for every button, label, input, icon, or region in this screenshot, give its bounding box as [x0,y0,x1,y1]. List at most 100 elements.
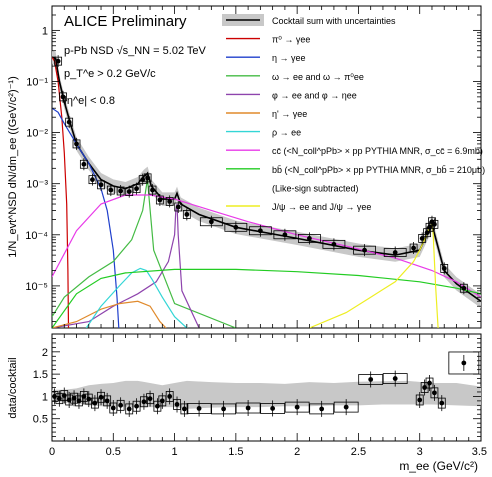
top-plot-frame [51,5,482,329]
ratio-point [86,396,92,402]
legend-label: J/ψ → ee and J/ψ → γee [272,202,371,212]
ratio-point [147,396,153,402]
data-point [145,175,151,181]
cocktail-uncertainty-band [52,50,481,308]
data-point [134,186,139,192]
data-point [257,228,263,234]
curve-0 [52,56,481,302]
legend-label: η → γee [272,53,306,63]
annotation-collision: p-Pb NSD √s_NN = 5.02 TeV [64,45,207,57]
legend-label: (Like-sign subtracted) [272,183,359,193]
ratio-point [110,405,116,411]
ratio-point [167,394,173,399]
x-tick-label: 0.5 [106,446,121,458]
ratio-point [104,398,110,404]
ratio-point [174,402,180,407]
data-point [184,212,190,217]
ratio-point [196,406,202,411]
data-point [74,141,79,147]
curve-5 [52,300,167,328]
data-point [307,236,312,241]
curve-7 [52,194,481,298]
ratio-point [294,404,300,410]
legend-label: η' → γee [272,109,307,119]
data-point [126,189,132,195]
ratio-y-tick-label: 2 [42,347,48,359]
data-point [66,119,72,125]
y-tick-label: 10⁻¹ [26,76,48,88]
ratio-point [92,400,98,406]
curve-4 [52,203,200,328]
y-tick-label: 1 [42,25,48,37]
ratio-y-tick-label: 1 [42,391,48,403]
ratio-point [461,360,467,366]
ratio-y-tick-label: 0.5 [33,414,48,426]
x-tick-label: 3.5 [472,446,487,458]
chart-title: ALICE Preliminary [64,13,187,30]
x-tick-label: 3 [417,446,423,458]
y-tick-label: 10⁻⁴ [25,230,48,242]
ratio-point [134,403,139,409]
data-point [461,285,467,291]
y-tick-label: 10⁻⁵ [25,281,48,293]
curve-3 [52,179,237,328]
ratio-syst-box [448,351,480,375]
x-axis-label: m_ee (GeV/c²) [399,459,478,473]
ratio-point [141,399,147,405]
ratio-point [159,398,165,404]
data-point [441,265,447,271]
x-tick-label: 2.5 [351,446,366,458]
x-tick-label: 1.5 [228,446,243,458]
ratio-point [439,400,445,406]
data-point [108,187,114,193]
annotation-eta: |η^e| < 0.8 [64,95,115,107]
data-point [167,199,173,204]
ratio-point [368,377,374,382]
data-point [118,188,124,194]
curve-1 [52,56,70,328]
ratio-y-tick-label: 1.5 [33,369,48,381]
ratio-point [319,406,325,412]
ratio-point [118,402,124,408]
data-point [150,187,155,193]
cocktail-curves [52,56,481,328]
ratio-point [126,406,132,412]
curve-6 [85,267,189,328]
y-tick-label: 10⁻³ [26,179,48,191]
ratio-point [343,404,349,410]
data-point [81,161,87,167]
curve-8 [52,268,481,328]
ratio-point [98,394,104,400]
top-axes: 10⁻⁵ 10⁻⁴ 10⁻³ 10⁻² 10⁻¹ 1 [25,5,482,328]
data-point [233,224,239,230]
data-point [419,236,425,241]
ratio-points [52,351,480,417]
ratio-point [181,406,187,412]
ratio-point [432,390,437,396]
data-point [411,245,416,251]
ratio-uncertainty-band [52,380,481,409]
data-point [282,232,288,238]
x-tick-label: 0 [49,446,55,458]
legend-label: ω → ee and ω → π⁰ee [272,72,364,82]
top-y-axis-label: 1/N_evt^NSD dN/dm_ee ((GeV/c²)⁻¹) [7,76,19,258]
ratio-point [417,397,423,403]
data-point [90,177,95,183]
legend-label: bb̄ (<N_coll^pPb> × pp PYTHIA MNR, σ_bb̄… [272,165,485,175]
legend: Cocktail sum with uncertainties π⁰ → γee η… [222,14,485,212]
data-points [54,55,468,295]
legend-label: cc̄ (<N_coll^pPb> × pp PYTHIA MNR, σ_cc̄… [272,146,483,156]
data-point [362,247,367,253]
y-tick-label: 10⁻² [26,128,48,140]
data-point [208,219,214,225]
data-point [98,182,104,188]
data-point [432,221,437,227]
bottom-y-axis-label: data/cocktail [7,357,19,418]
ratio-point [427,380,432,386]
data-point [392,250,398,255]
annotation-pt: p_T^e > 0.2 GeV/c [64,68,156,80]
curve-2 [52,107,120,328]
legend-label: φ → ee and φ → ηee [272,90,357,100]
ratio-point [245,405,251,411]
